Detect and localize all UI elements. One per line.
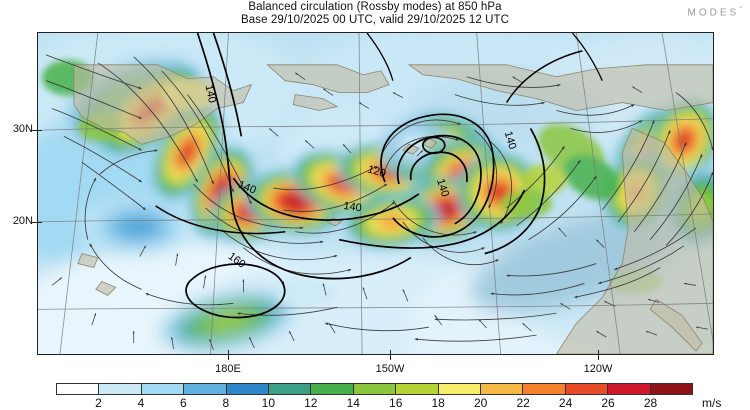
colorbar-swatch [438, 384, 482, 394]
brand-name: MODES [687, 7, 740, 19]
lon-tick-mark-120w [598, 350, 599, 360]
contour-label: 140 [203, 84, 219, 104]
contour-label: 120 [366, 163, 387, 180]
colorbar-tick-label: 20 [473, 396, 488, 410]
chart-title-block: Balanced circulation (Rossby modes) at 8… [0, 1, 750, 27]
lat-tick-mark-20n [32, 222, 42, 223]
map-plot-area: 140 140 120 140 140 160 140 [37, 32, 714, 355]
colorbar-swatch [226, 384, 270, 394]
colorbar-tick-label: 28 [643, 396, 658, 410]
lat-tick-label-30n: 30N [12, 123, 33, 135]
colorbar-tick-label: 2 [95, 396, 102, 410]
colorbar-tick-label: 24 [558, 396, 573, 410]
colorbar-swatch [99, 384, 142, 394]
colorbar-swatch [523, 384, 566, 394]
colorbar-swatch [184, 384, 227, 394]
colorbar-tick-label: 16 [389, 396, 403, 410]
contour-label: 140 [434, 177, 451, 198]
brand-mark: ° [739, 6, 742, 13]
colorbar-tick-label: 10 [261, 396, 275, 410]
colorbar-tick-label: 18 [431, 396, 445, 410]
colorbar-swatch [57, 384, 100, 394]
streamfunction-contours [155, 33, 603, 319]
colorbar-swatch [608, 384, 651, 394]
colorbar-swatch [396, 384, 439, 394]
central-vortex [344, 112, 541, 249]
colorbar-swatch [311, 384, 354, 394]
colorbar-swatches [56, 383, 693, 395]
lon-tick-label-180e: 180E [215, 363, 241, 375]
colorbar-swatch [650, 384, 693, 394]
lon-tick-label-120w: 120W [583, 363, 613, 375]
contour-label: 140 [502, 130, 519, 151]
lat-tick-mark-30n [32, 130, 42, 131]
land-overlay [73, 64, 713, 354]
colorbar-tick-label: 12 [304, 396, 318, 410]
contour-label: 140 [343, 200, 363, 214]
weather-map-canvas: 140 140 120 140 140 160 140 [38, 33, 713, 354]
colorbar-swatch [481, 384, 524, 394]
colorbar-swatch [141, 384, 185, 394]
colorbar-tick-label: 4 [137, 396, 145, 410]
colorbar-unit-label: m/s [702, 396, 722, 410]
colorbar-tick-label: 26 [601, 396, 615, 410]
wind-streamlines [45, 54, 713, 342]
colorbar-swatch [353, 384, 397, 394]
page-title: Balanced circulation (Rossby modes) at 8… [248, 1, 502, 13]
lat-tick-label-20n: 20N [12, 215, 33, 227]
colorbar-tick-label: 14 [346, 396, 360, 410]
lon-tick-mark-180e [228, 350, 229, 360]
modes-logo: MODES° [688, 6, 742, 18]
lon-tick-label-150w: 150W [375, 363, 405, 375]
colorbar-swatch [565, 384, 609, 394]
colorbar-tick-label: 8 [222, 396, 230, 410]
lon-tick-mark-150w [390, 350, 391, 360]
colorbar-tick-label: 6 [180, 396, 187, 410]
colorbar [56, 383, 693, 395]
colorbar-swatch [269, 384, 312, 394]
colorbar-tick-label: 22 [516, 396, 530, 410]
wind-barbs [51, 72, 709, 351]
graticule-gridlines [38, 33, 713, 354]
chart-subtitle: Base 29/10/2025 00 UTC, valid 29/10/2025… [240, 14, 510, 26]
